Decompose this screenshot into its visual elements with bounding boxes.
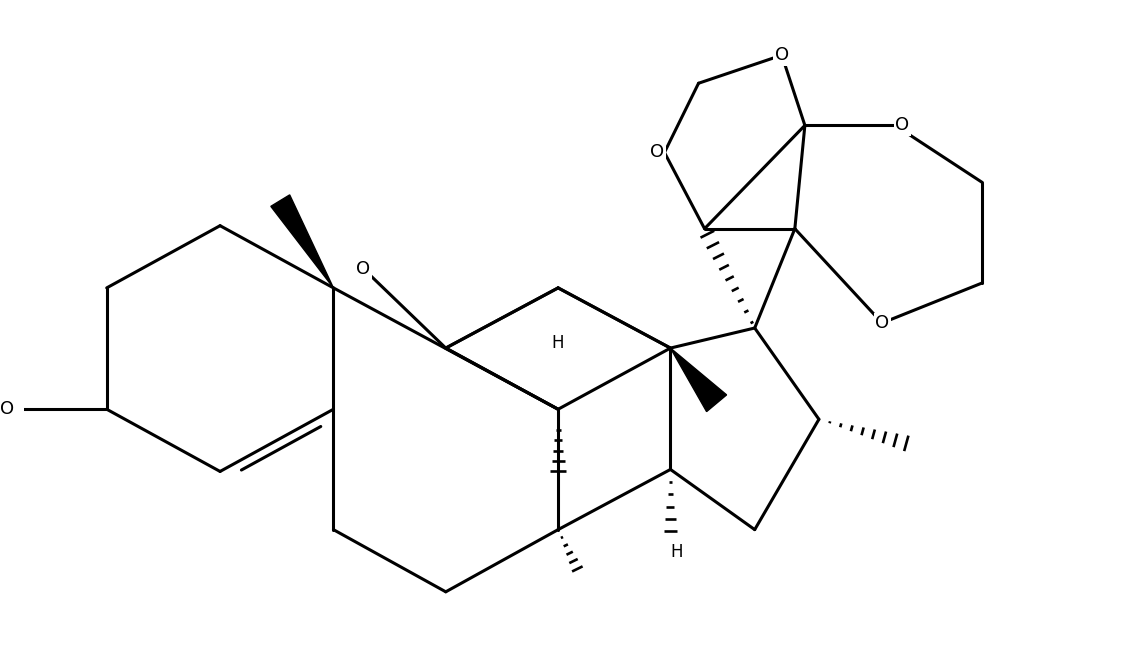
Text: H: H bbox=[552, 334, 565, 352]
Polygon shape bbox=[271, 195, 334, 288]
Text: O: O bbox=[0, 400, 15, 418]
Text: O: O bbox=[875, 314, 889, 332]
Text: O: O bbox=[357, 260, 370, 278]
Text: O: O bbox=[774, 46, 789, 64]
Text: O: O bbox=[650, 143, 664, 162]
Text: H: H bbox=[670, 542, 683, 561]
Polygon shape bbox=[670, 348, 727, 411]
Text: O: O bbox=[895, 117, 909, 134]
